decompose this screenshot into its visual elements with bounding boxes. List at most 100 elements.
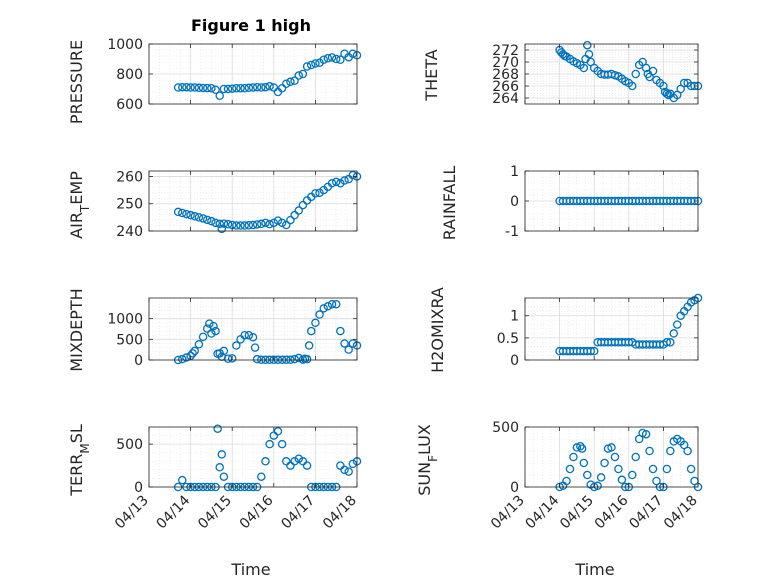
data-point xyxy=(348,170,358,180)
data-point xyxy=(579,63,589,73)
data-point xyxy=(252,220,262,229)
data-point xyxy=(236,221,245,230)
data-point xyxy=(583,40,592,50)
data-point xyxy=(282,220,291,230)
data-point xyxy=(610,452,620,462)
data-point xyxy=(579,458,589,468)
data-point xyxy=(277,218,287,228)
air-temp-plot-area: 240 250 260 xyxy=(116,169,362,240)
data-point xyxy=(294,71,304,80)
data-point xyxy=(217,224,227,234)
subplot-mixdepth: 0 500 1000 MIXDEPTH xyxy=(67,288,362,372)
data-point xyxy=(219,346,229,356)
data-point xyxy=(569,452,578,462)
data-point xyxy=(261,457,270,466)
axes-box xyxy=(148,426,358,488)
data-point xyxy=(327,179,337,188)
data-point xyxy=(641,63,651,73)
data-point xyxy=(562,476,571,486)
data-point xyxy=(250,343,260,352)
y-tick-label: 500 xyxy=(116,332,143,348)
data-point xyxy=(286,215,295,225)
pressure-y-label: PRESSURE xyxy=(67,40,86,124)
data-point xyxy=(336,179,345,188)
data-point xyxy=(576,441,585,451)
data-point xyxy=(207,84,216,93)
y-tick-label: 264 xyxy=(492,91,519,107)
data-point xyxy=(198,214,208,223)
data-point xyxy=(252,82,262,92)
data-point xyxy=(331,299,341,309)
data-point xyxy=(589,346,599,356)
data-point xyxy=(331,177,341,187)
data-point xyxy=(331,54,341,64)
data-point xyxy=(190,83,200,92)
data-point xyxy=(319,304,328,313)
data-point xyxy=(248,220,258,230)
data-point xyxy=(205,319,214,328)
data-point xyxy=(277,84,287,93)
y-tick-label: 0 xyxy=(134,353,143,369)
data-point xyxy=(273,216,283,225)
y-tick-label: 1 xyxy=(510,164,519,180)
data-point xyxy=(348,339,358,348)
data-point xyxy=(648,464,658,474)
rainfall-plot-area: -1 0 1 xyxy=(505,164,703,240)
data-point xyxy=(232,221,241,230)
y-tick-label: 600 xyxy=(116,97,143,113)
data-point xyxy=(194,213,204,222)
data-point xyxy=(290,354,299,364)
data-point xyxy=(215,219,224,229)
data-point xyxy=(336,55,345,65)
data-point xyxy=(290,210,299,220)
data-point xyxy=(617,475,627,485)
data-point xyxy=(584,49,594,59)
data-point xyxy=(173,83,183,92)
data-point xyxy=(219,472,229,481)
data-point xyxy=(261,82,270,92)
theta-y-label: THETA xyxy=(422,49,441,101)
data-point xyxy=(265,82,274,91)
data-point xyxy=(323,54,333,63)
data-point xyxy=(631,452,640,462)
data-point xyxy=(257,472,266,481)
data-point xyxy=(213,424,222,433)
y-tick-label: 270 xyxy=(492,55,519,71)
data-point xyxy=(607,443,616,452)
data-point xyxy=(188,349,197,358)
data-point xyxy=(240,221,249,230)
axes-box xyxy=(148,297,358,361)
data-point xyxy=(232,341,241,350)
data-point xyxy=(227,354,237,363)
data-point xyxy=(666,446,675,456)
data-point xyxy=(679,78,689,88)
data-point xyxy=(641,429,651,439)
data-point xyxy=(319,55,328,65)
data-point xyxy=(211,326,220,336)
data-point xyxy=(302,354,312,364)
axes-box xyxy=(148,170,358,232)
data-point xyxy=(583,470,592,480)
data-point xyxy=(290,76,299,86)
y-tick-label: 0 xyxy=(510,194,519,210)
h2omixra-plot-area: 00.51 xyxy=(497,293,703,369)
pressure-plot-area: 600 800 1000 xyxy=(107,37,362,113)
y-tick-label: 0 xyxy=(134,480,143,496)
data-point xyxy=(294,454,304,463)
y-tick-label: 0 xyxy=(510,480,519,496)
data-point xyxy=(628,470,637,480)
data-point xyxy=(178,208,187,218)
data-point xyxy=(244,83,254,93)
axes-box xyxy=(524,297,699,361)
data-point xyxy=(662,338,672,347)
data-point xyxy=(186,210,195,220)
data-point xyxy=(294,353,304,363)
h2omixra-y-label: H2OMIXRA xyxy=(428,287,447,373)
data-point xyxy=(248,83,258,92)
data-point xyxy=(194,83,204,93)
data-point xyxy=(217,450,227,459)
data-point xyxy=(344,467,353,476)
data-point xyxy=(672,320,682,329)
